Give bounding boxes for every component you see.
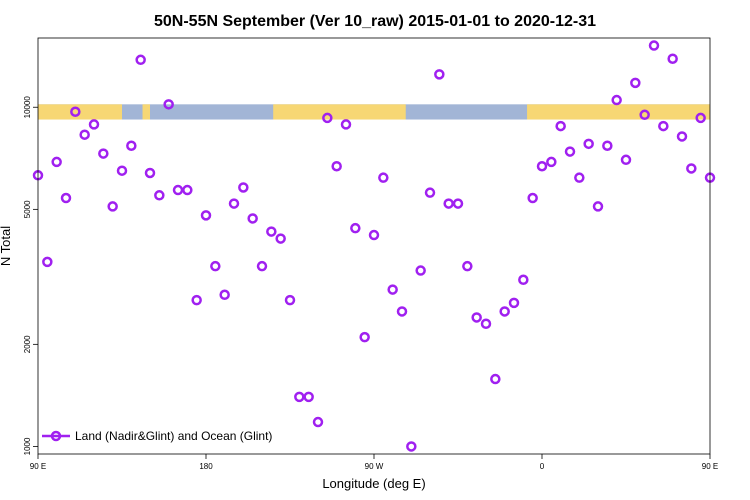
data-point: [163, 99, 174, 110]
data-point: [294, 391, 305, 403]
data-point: [602, 140, 613, 151]
data-point: [126, 140, 137, 151]
data-point: [480, 318, 492, 329]
data-point: [611, 94, 622, 106]
data-point: [648, 40, 660, 51]
data-point: [695, 112, 706, 124]
data-point: [630, 77, 641, 89]
y-tick-label: 1000: [23, 437, 32, 455]
data-point: [191, 294, 202, 306]
data-point: [396, 306, 408, 317]
data-point: [406, 441, 417, 452]
data-point: [574, 172, 585, 183]
data-point: [247, 213, 258, 224]
data-point: [135, 54, 146, 66]
data-point: [219, 289, 230, 301]
data-point: [368, 229, 380, 241]
data-point: [676, 131, 688, 142]
data-point: [331, 160, 342, 172]
x-axis-label: Longitude (deg E): [322, 476, 425, 491]
data-point: [172, 184, 184, 196]
data-point: [107, 201, 118, 212]
data-point: [471, 312, 482, 323]
data-point: [424, 187, 436, 198]
data-point: [266, 226, 277, 237]
data-point: [639, 109, 650, 121]
data-point: [312, 416, 324, 428]
data-point: [116, 165, 128, 176]
data-point: [42, 256, 53, 268]
data-point: [452, 198, 464, 209]
data-point: [378, 172, 389, 183]
data-point: [536, 160, 548, 172]
data-point: [182, 184, 193, 196]
legend-marker: [50, 430, 62, 442]
y-tick-label: 5000: [23, 200, 32, 218]
x-tick-label: 90 W: [365, 462, 384, 471]
land-ocean-band: [38, 104, 710, 120]
data-point: [443, 198, 454, 209]
data-point: [51, 156, 62, 168]
y-tick-label: 10000: [23, 96, 32, 119]
data-point: [527, 192, 538, 204]
data-point: [340, 119, 352, 130]
data-point: [499, 306, 510, 317]
land-segment: [527, 104, 710, 120]
data-point: [462, 260, 473, 272]
data-point: [387, 284, 398, 295]
data-point: [88, 119, 100, 130]
data-point: [144, 167, 156, 179]
data-point: [583, 138, 594, 150]
data-point: [592, 201, 604, 212]
x-axis: 90 E 180 90 W 0 90 E: [30, 454, 718, 471]
data-point: [70, 106, 81, 117]
data-point: [490, 373, 501, 385]
data-point: [256, 260, 268, 272]
data-point: [228, 198, 240, 209]
data-point: [620, 154, 632, 166]
data-point: [415, 265, 426, 276]
y-axis: 1000 2000 5000 10000: [23, 96, 38, 455]
data-point: [564, 146, 576, 157]
data-point: [508, 297, 520, 309]
data-point: [154, 190, 165, 201]
data-point: [686, 163, 697, 174]
data-point: [210, 260, 221, 272]
data-point: [359, 331, 370, 343]
data-points: [32, 40, 716, 452]
data-point: [667, 53, 678, 64]
data-point: [434, 69, 445, 80]
plot-frame: [37, 37, 711, 455]
data-point: [200, 210, 212, 221]
y-tick-label: 2000: [23, 335, 32, 353]
data-point: [546, 156, 557, 168]
data-point: [555, 120, 566, 132]
x-tick-label: 0: [540, 462, 545, 471]
chart-title: 50N-55N September (Ver 10_raw) 2015-01-0…: [154, 13, 596, 30]
y-axis-label: N Total: [0, 226, 13, 266]
data-point: [98, 148, 109, 159]
data-point: [322, 112, 333, 124]
x-tick-label: 180: [199, 462, 213, 471]
data-point: [275, 233, 286, 244]
x-tick-label: 90 E: [30, 462, 46, 471]
land-segment: [273, 104, 406, 120]
data-point: [350, 222, 361, 234]
data-point: [658, 120, 669, 132]
land-segment: [142, 104, 150, 120]
data-point: [79, 129, 90, 140]
data-point: [518, 274, 529, 286]
data-point: [60, 192, 72, 204]
x-tick-label: 90 E: [702, 462, 718, 471]
data-point: [284, 294, 296, 306]
legend-label: Land (Nadir&Glint) and Ocean (Glint): [75, 429, 272, 443]
legend: Land (Nadir&Glint) and Ocean (Glint): [42, 429, 272, 443]
data-point: [238, 182, 249, 193]
data-point: [303, 391, 314, 403]
